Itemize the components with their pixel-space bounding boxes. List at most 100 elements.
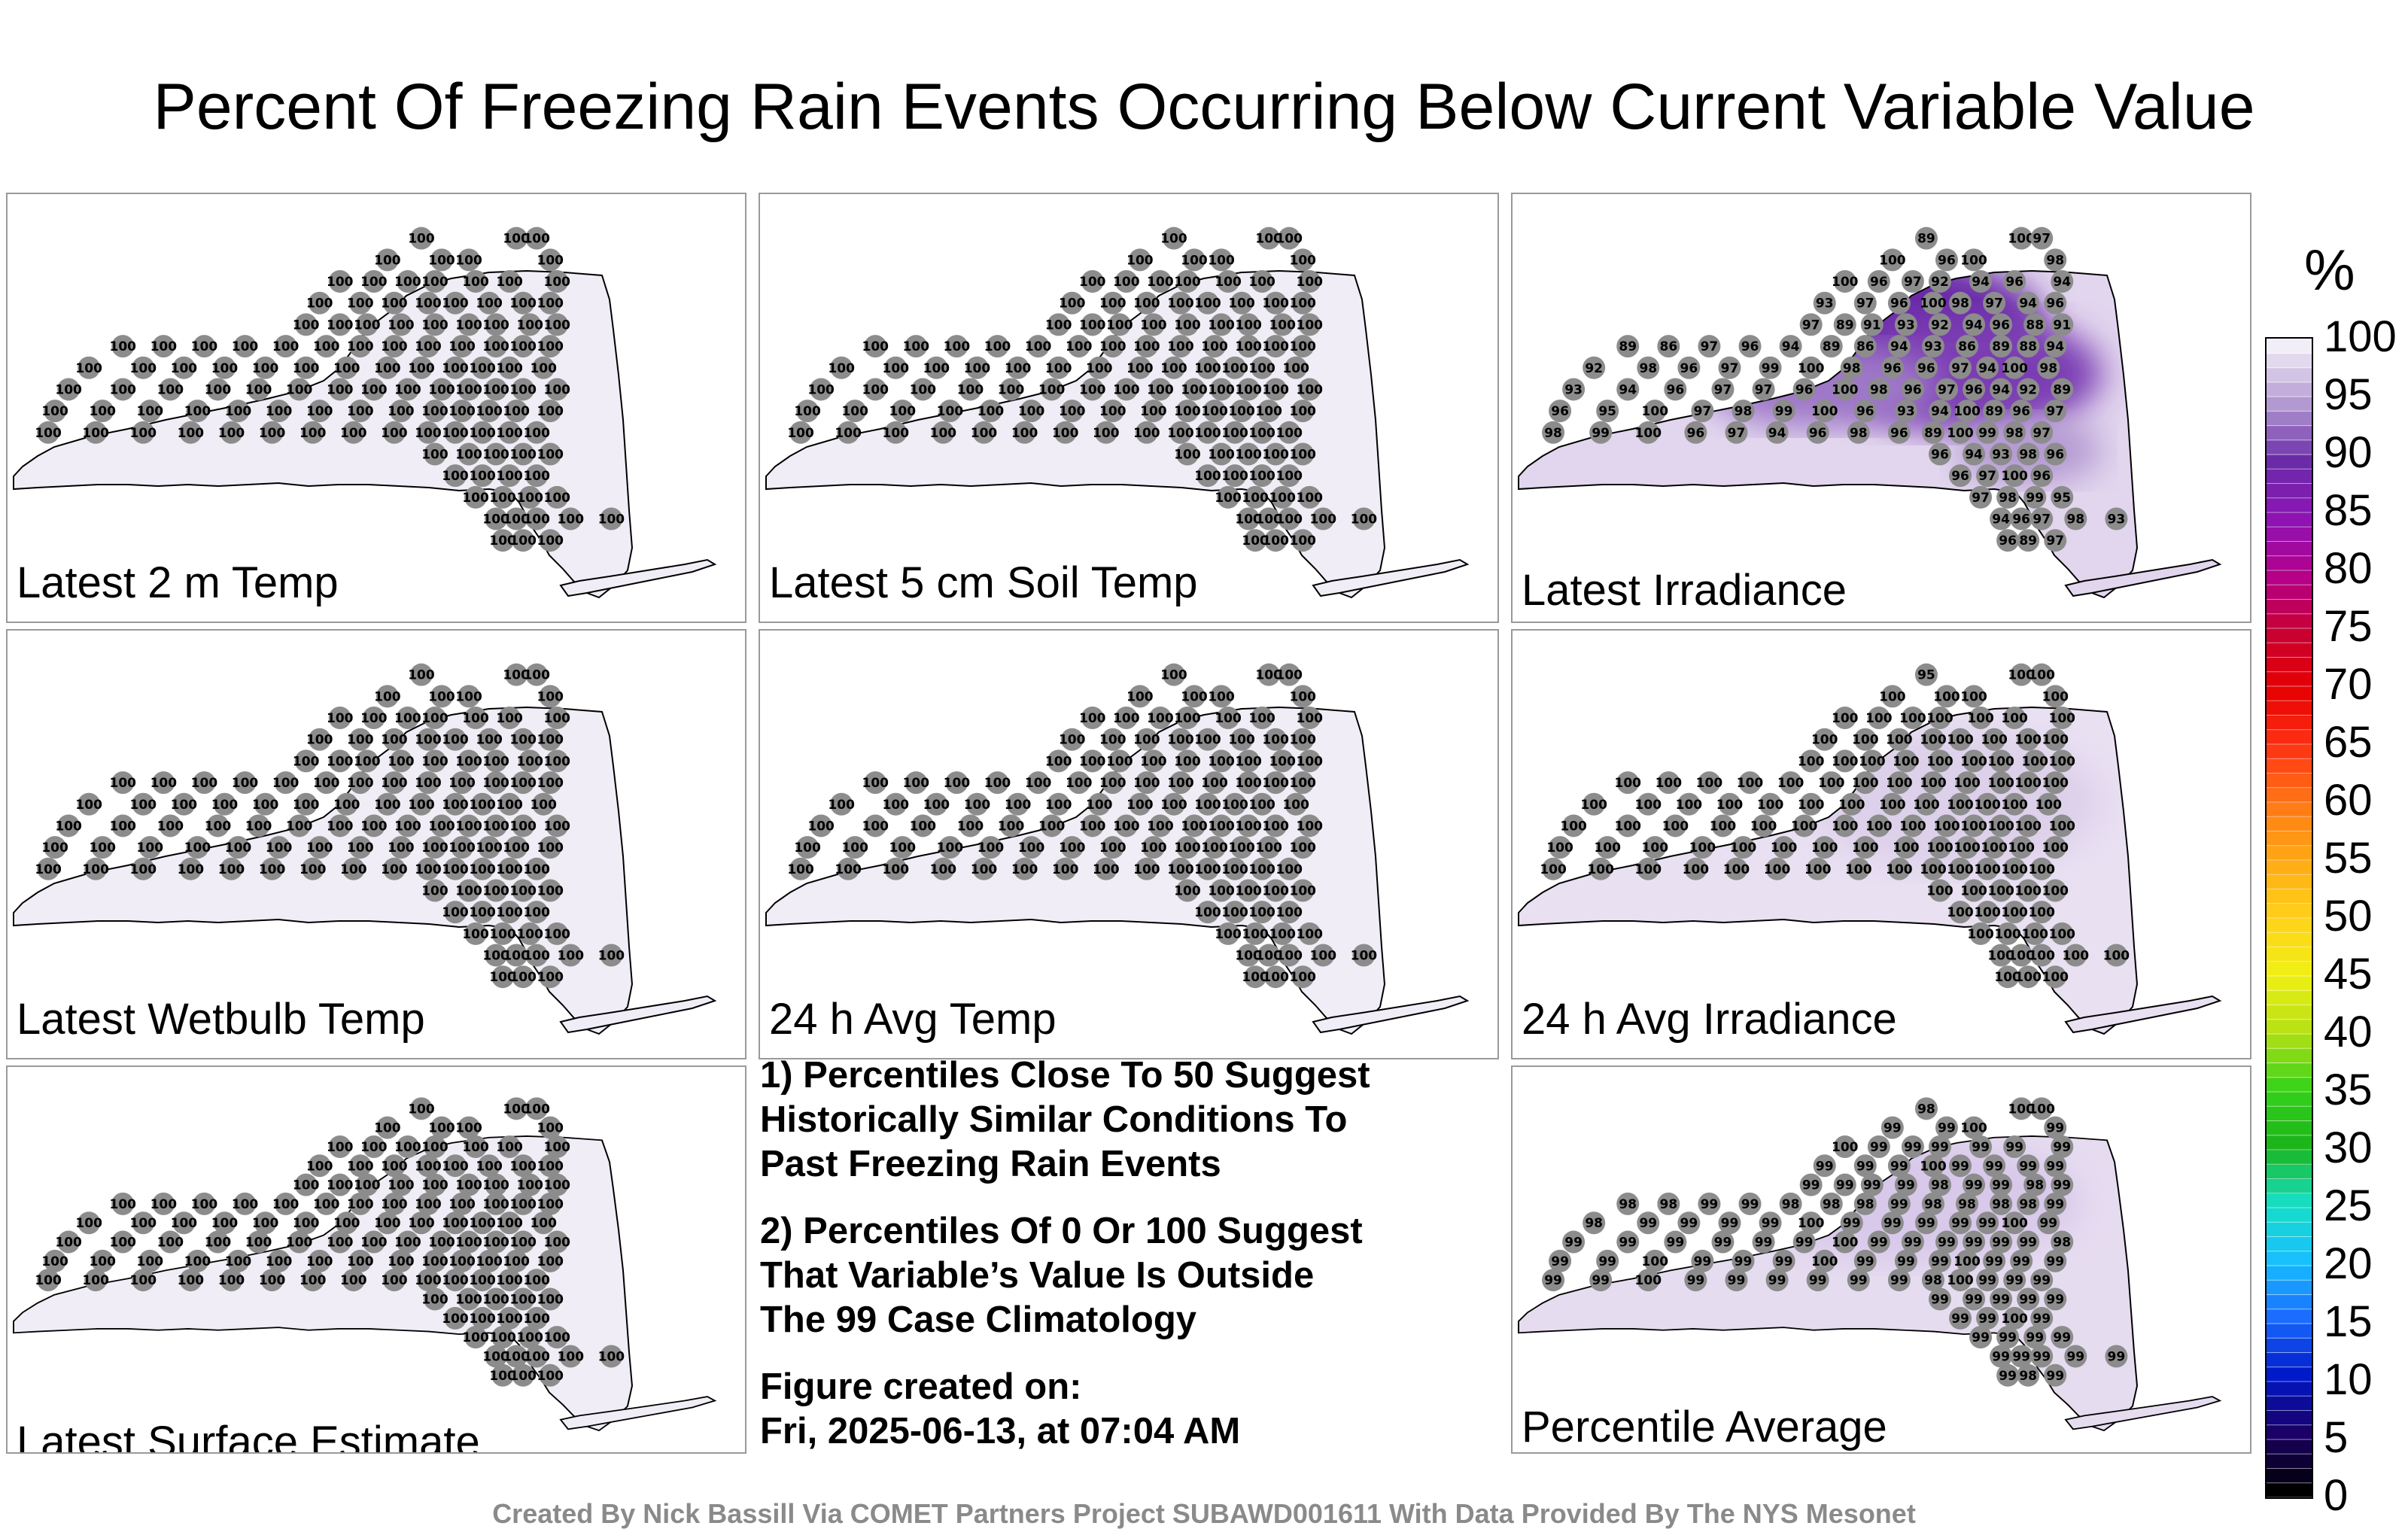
colorbar-tick-label: 20 <box>2324 1239 2373 1288</box>
station-value: 100 <box>178 862 205 877</box>
station-marker: 100 <box>1113 814 1140 837</box>
colorbar-step <box>2267 845 2312 861</box>
station-marker: 99 <box>2044 1249 2067 1272</box>
station-value: 100 <box>482 1349 509 1364</box>
station-marker: 99 <box>2017 1230 2040 1254</box>
station-marker: 100 <box>1167 771 1194 795</box>
station-value: 100 <box>1750 819 1777 834</box>
station-marker: 100 <box>1953 771 1981 795</box>
station-marker: 100 <box>1297 749 1323 773</box>
station-marker: 100 <box>883 792 909 816</box>
station-value: 100 <box>455 1178 482 1193</box>
station-value: 98 <box>1660 1197 1678 1212</box>
station-marker: 100 <box>442 1154 469 1178</box>
station-value: 100 <box>347 296 374 312</box>
station-value: 100 <box>496 1140 523 1155</box>
station-value: 100 <box>523 469 550 484</box>
station-marker: 100 <box>130 356 157 379</box>
colorbar-step <box>2267 439 2312 455</box>
station-value: 99 <box>1978 1216 1996 1231</box>
station-value: 100 <box>293 754 320 769</box>
station-value: 99 <box>1992 1236 2010 1251</box>
station-marker: 98 <box>2017 1363 2040 1387</box>
station-value: 100 <box>1560 819 1587 834</box>
station-value: 99 <box>2012 1254 2030 1269</box>
station-value: 96 <box>1687 426 1705 441</box>
station-marker: 100 <box>1221 901 1248 924</box>
station-marker: 100 <box>171 1211 197 1235</box>
station-value: 100 <box>977 840 1005 856</box>
note-line: The 99 Case Climatology <box>760 1299 1197 1340</box>
panel-latest-2m-temp: 100 100 100 100 100 100 100 100 100 100 100 100 100 1… <box>6 193 746 623</box>
station-marker: 100 <box>1987 771 2014 795</box>
station-value: 97 <box>1904 275 1922 290</box>
station-value: 92 <box>1585 361 1603 376</box>
station-marker: 100 <box>327 270 354 293</box>
station-value: 100 <box>544 318 571 333</box>
station-marker: 100 <box>482 378 509 401</box>
station-marker: 100 <box>1255 226 1282 250</box>
station-value: 100 <box>469 469 496 484</box>
station-value: 98 <box>2026 1178 2044 1193</box>
station-value: 93 <box>1816 296 1834 312</box>
station-marker: 100 <box>327 313 354 336</box>
station-value: 100 <box>1005 798 1032 813</box>
station-marker: 100 <box>299 857 327 880</box>
station-marker: 100 <box>1194 464 1221 488</box>
station-marker: 100 <box>1953 400 1981 423</box>
station-value: 100 <box>1099 840 1126 856</box>
station-marker: 97 <box>1949 356 1972 379</box>
station-marker: 100 <box>293 792 320 816</box>
station-marker: 100 <box>523 1269 550 1292</box>
station-marker: 100 <box>408 356 435 379</box>
station-value: 100 <box>1310 512 1337 527</box>
station-marker: 100 <box>1066 335 1093 358</box>
station-value: 99 <box>1897 1178 1915 1193</box>
station-marker: 100 <box>537 248 564 272</box>
station-value: 100 <box>1791 819 1818 834</box>
station-value: 100 <box>1351 949 1378 964</box>
station-marker: 100 <box>360 814 388 837</box>
station-value: 100 <box>35 426 62 441</box>
station-value: 100 <box>1865 711 1893 726</box>
station-marker: 98 <box>1657 1192 1680 1215</box>
colorbar-tick-label: 75 <box>2324 602 2373 651</box>
station-marker: 94 <box>1969 270 1993 293</box>
station-marker: 100 <box>516 749 543 773</box>
station-marker: 100 <box>1587 857 1614 880</box>
station-marker: 100 <box>2008 836 2035 859</box>
station-value: 100 <box>1235 382 1262 397</box>
station-value: 96 <box>1999 533 2017 549</box>
station-marker: 100 <box>421 879 448 902</box>
station-marker: 100 <box>1208 749 1235 773</box>
station-value: 100 <box>537 253 564 268</box>
station-marker: 100 <box>1275 421 1303 444</box>
station-marker: 96 <box>1549 400 1572 423</box>
station-marker: 99 <box>2044 1287 2067 1311</box>
station-marker: 100 <box>381 1192 408 1215</box>
station-marker: 100 <box>184 836 211 859</box>
station-marker: 100 <box>883 857 909 880</box>
station-marker: 100 <box>1960 685 1987 708</box>
station-value: 100 <box>1297 711 1324 726</box>
station-value: 100 <box>150 1197 178 1212</box>
station-marker: 98 <box>1921 1192 1944 1215</box>
station-value: 94 <box>1931 404 1949 419</box>
station-value: 100 <box>408 1216 435 1231</box>
station-value: 100 <box>1160 798 1187 813</box>
station-value: 100 <box>150 776 178 791</box>
station-marker: 100 <box>442 792 469 816</box>
station-value: 99 <box>1985 1254 2003 1269</box>
station-marker: 100 <box>354 1173 381 1196</box>
station-value: 100 <box>482 1197 509 1212</box>
station-marker: 96 <box>2003 270 2026 293</box>
station-value: 100 <box>421 754 448 769</box>
station-value: 100 <box>1852 840 1879 856</box>
station-marker: 100 <box>509 291 537 315</box>
station-value: 100 <box>327 819 354 834</box>
station-value: 100 <box>523 512 550 527</box>
station-value: 100 <box>503 1102 530 1117</box>
station-value: 99 <box>1721 1216 1739 1231</box>
colorbar-step <box>2267 1338 2312 1354</box>
